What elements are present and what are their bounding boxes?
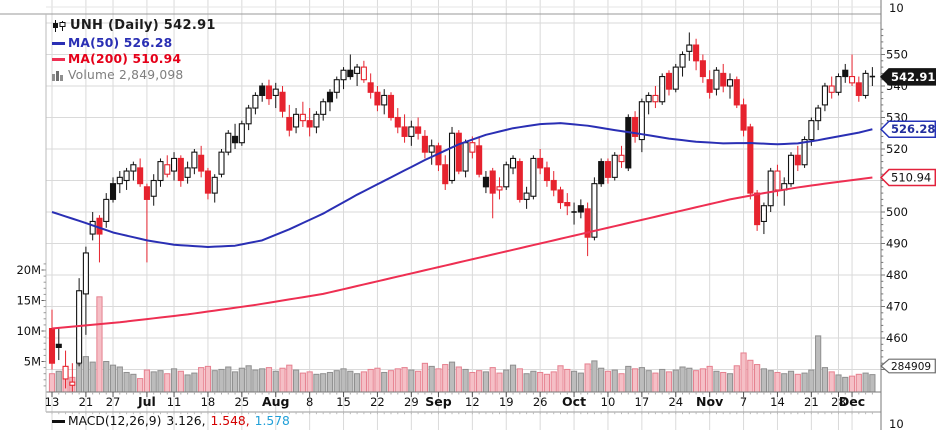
macd-panel-scale-label: 10 bbox=[889, 417, 904, 430]
legend-volume-row: Volume 2,849,098 bbox=[52, 67, 216, 83]
svg-text:21: 21 bbox=[79, 395, 94, 409]
line-dash-icon bbox=[52, 41, 65, 45]
chart-legend: UNH (Daily) 542.91 MA(50) 526.28 MA(200)… bbox=[52, 17, 216, 83]
svg-text:24: 24 bbox=[668, 395, 683, 409]
ma200-label: MA(200) 510.94 bbox=[68, 52, 182, 66]
svg-text:8: 8 bbox=[306, 395, 313, 409]
svg-text:7: 7 bbox=[740, 395, 747, 409]
svg-text:Jul: Jul bbox=[137, 394, 156, 409]
svg-text:28: 28 bbox=[831, 395, 846, 409]
svg-text:Aug: Aug bbox=[262, 394, 290, 409]
line-dash-icon bbox=[52, 57, 65, 61]
volume-bars-icon bbox=[52, 70, 64, 81]
symbol-title: UNH (Daily) 542.91 bbox=[70, 18, 216, 33]
volume-label: Volume 2,849,098 bbox=[68, 68, 184, 82]
macd-series-label: MACD(12,26,9) bbox=[68, 414, 162, 428]
legend-ma200-row: MA(200) 510.94 bbox=[52, 51, 216, 67]
svg-text:26: 26 bbox=[533, 395, 548, 409]
svg-text:18: 18 bbox=[201, 395, 216, 409]
svg-text:Oct: Oct bbox=[562, 394, 586, 409]
svg-text:11: 11 bbox=[167, 395, 182, 409]
svg-text:Dec: Dec bbox=[839, 394, 865, 409]
svg-text:10: 10 bbox=[601, 395, 616, 409]
svg-text:550: 550 bbox=[886, 48, 908, 62]
macd-signal-value: 1.548, bbox=[210, 414, 250, 428]
macd-line-dash-icon bbox=[52, 419, 65, 423]
macd-value: 3.126, bbox=[166, 414, 206, 428]
svg-text:21: 21 bbox=[804, 395, 819, 409]
svg-text:500: 500 bbox=[886, 205, 908, 219]
svg-text:14: 14 bbox=[770, 395, 785, 409]
svg-text:15M: 15M bbox=[16, 294, 41, 308]
legend-ma50-row: MA(50) 526.28 bbox=[52, 35, 216, 51]
svg-text:510.94: 510.94 bbox=[891, 171, 931, 185]
svg-text:470: 470 bbox=[886, 300, 908, 314]
svg-text:13: 13 bbox=[45, 395, 60, 409]
svg-text:480: 480 bbox=[886, 268, 908, 282]
svg-text:460: 460 bbox=[886, 331, 908, 345]
svg-text:20M: 20M bbox=[16, 263, 41, 277]
candlestick-icon bbox=[52, 20, 66, 32]
legend-symbol-row: UNH (Daily) 542.91 bbox=[52, 17, 216, 35]
macd-legend: MACD(12,26,9) 3.126, 1.548, 1.578 bbox=[52, 414, 290, 428]
svg-text:542.91: 542.91 bbox=[891, 70, 935, 84]
svg-text:10M: 10M bbox=[16, 324, 41, 338]
svg-text:490: 490 bbox=[886, 237, 908, 251]
macd-hist-value: 1.578 bbox=[254, 414, 290, 428]
svg-text:19: 19 bbox=[499, 395, 514, 409]
upper-panel-scale-label: 10 bbox=[889, 1, 904, 15]
svg-text:Sep: Sep bbox=[425, 394, 451, 409]
svg-text:25: 25 bbox=[235, 395, 250, 409]
ma50-label: MA(50) 526.28 bbox=[68, 36, 173, 50]
svg-text:22: 22 bbox=[370, 395, 385, 409]
svg-text:15: 15 bbox=[336, 395, 351, 409]
svg-text:17: 17 bbox=[635, 395, 650, 409]
svg-text:5M: 5M bbox=[24, 355, 41, 369]
svg-text:Nov: Nov bbox=[696, 394, 723, 409]
svg-text:520: 520 bbox=[886, 142, 908, 156]
svg-text:12: 12 bbox=[465, 395, 480, 409]
svg-text:27: 27 bbox=[106, 395, 121, 409]
svg-text:284909: 284909 bbox=[891, 361, 931, 373]
svg-text:29: 29 bbox=[404, 395, 419, 409]
svg-text:526.28: 526.28 bbox=[891, 122, 935, 136]
